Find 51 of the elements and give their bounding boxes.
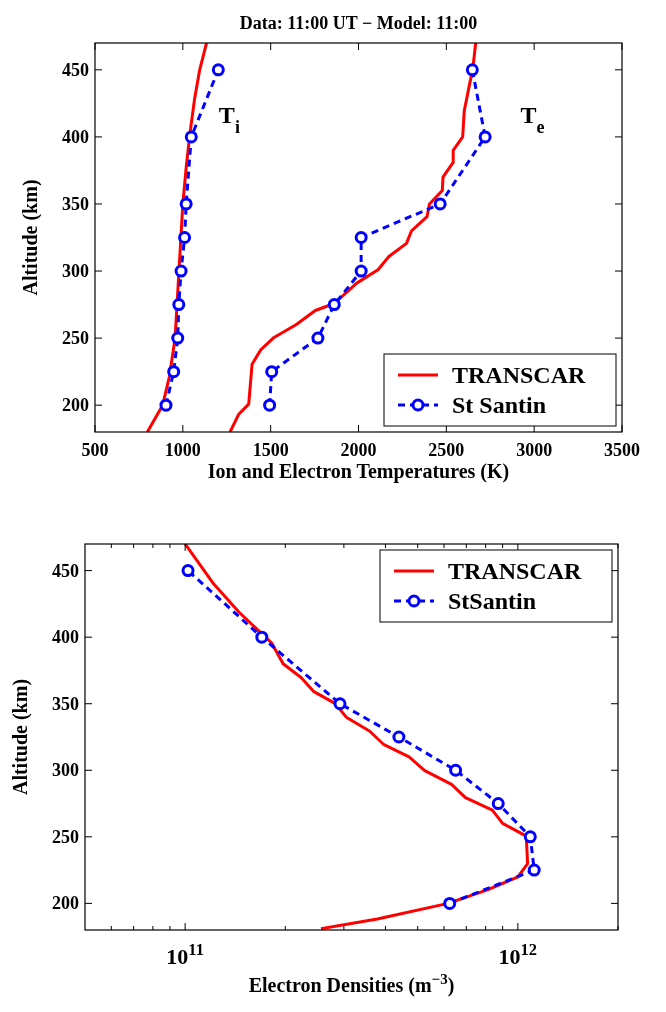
x-axis-title: Ion and Electron Temperatures (K): [207, 460, 510, 483]
legend-label: TRANSCAR: [452, 362, 587, 388]
point: [327, 298, 341, 312]
y-axis-title: Altitude (km): [9, 678, 32, 796]
y-tick-label: 200: [62, 395, 89, 416]
point: [465, 63, 479, 77]
point: [211, 63, 225, 77]
point: [179, 197, 193, 211]
x-tick-label: 2000: [340, 440, 377, 460]
annotation: T$_{i}$: [218, 102, 240, 137]
point: [311, 331, 325, 345]
x-axis-title: Electron Densities (m$^{−3}$): [248, 971, 455, 997]
point: [184, 130, 198, 144]
x-tick-label: 500: [81, 440, 109, 460]
point: [159, 398, 173, 412]
y-axis-title: Altitude (km): [19, 179, 42, 296]
y-tick-label: 300: [52, 760, 79, 781]
point: [354, 264, 368, 278]
x-tick-label: 3500: [604, 440, 640, 460]
point: [172, 298, 186, 312]
y-tick-label: 250: [62, 328, 89, 349]
y-tick-label: 400: [52, 627, 79, 648]
x-tick-label: 1500: [252, 440, 289, 460]
y-tick-label: 250: [52, 826, 79, 847]
y-tick-label: 350: [62, 193, 89, 214]
legend-label: StSantin: [448, 588, 537, 614]
point: [433, 197, 447, 211]
y-tick-label: 450: [62, 59, 89, 80]
x-tick-label: 1000: [164, 440, 201, 460]
y-tick-label: 350: [52, 693, 79, 714]
point: [171, 331, 185, 345]
y-tick-label: 400: [62, 126, 89, 147]
y-tick-label: 450: [52, 560, 79, 581]
point: [478, 130, 492, 144]
x-tick-label: 10$^{12}$: [498, 939, 538, 969]
point: [265, 365, 279, 379]
x-tick-label: 3000: [516, 440, 553, 460]
y-tick-label: 300: [62, 261, 89, 282]
chart-title: Data: 11:00 UT − Model: 11:00: [239, 13, 478, 33]
x-tick-label: 10$^{11}$: [166, 939, 204, 969]
line-series: [145, 43, 209, 432]
x-tick-label: 2500: [428, 440, 465, 460]
point: [167, 365, 181, 379]
point: [354, 231, 368, 244]
annotation: T$_{e}$: [520, 102, 545, 137]
point: [178, 231, 192, 244]
point: [263, 398, 277, 412]
legend-label: St Santin: [452, 392, 547, 418]
y-tick-label: 200: [52, 893, 79, 914]
legend-label: TRANSCAR: [448, 558, 583, 584]
point: [174, 264, 188, 278]
